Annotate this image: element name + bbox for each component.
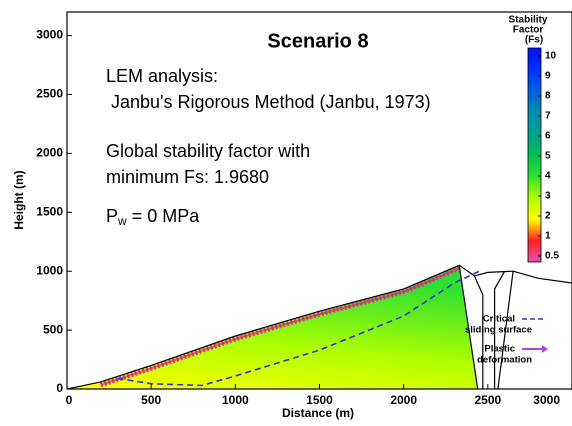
y-tick-label: 0	[56, 381, 63, 395]
y-tick-label: 2000	[36, 146, 63, 160]
x-tick-label: 1500	[306, 393, 333, 407]
colorbar-tick-label: 10	[545, 51, 557, 62]
colorbar-title: Stability	[509, 15, 548, 26]
colorbar-tick-label: 6	[545, 131, 551, 142]
pressure-rest: = 0 MPa	[127, 206, 201, 226]
annotation: LEM analysis:	[106, 66, 218, 86]
plot-area	[67, 264, 572, 389]
colorbar-tick-label: 5	[545, 151, 551, 162]
colorbar	[527, 47, 542, 263]
x-tick-label: 3000	[533, 393, 560, 407]
annotation: Janbu's Rigorous Method (Janbu, 1973)	[106, 92, 431, 112]
terrain-line	[67, 264, 572, 389]
colorbar-tick-label: 3	[545, 191, 551, 202]
y-tick-label: 500	[43, 322, 63, 336]
pressure-label: Pw = 0 MPa	[106, 206, 200, 228]
colorbar-tick-label: 0.5	[545, 251, 559, 262]
chart-title: Scenario 8	[267, 30, 368, 52]
y-tick-label: 1000	[36, 263, 63, 277]
pressure-sub: w	[117, 214, 127, 228]
colorbar-tick-label: 1	[545, 231, 551, 242]
y-tick-label: 3000	[36, 28, 63, 42]
colorbar-tick-label: 9	[545, 71, 551, 82]
x-tick-label: 500	[141, 393, 161, 407]
y-tick-label: 1500	[36, 204, 63, 218]
x-tick-label: 2500	[474, 393, 501, 407]
y-tick-label: 2500	[36, 87, 63, 101]
legend-arrow	[542, 345, 548, 353]
colorbar-title: Factor	[513, 25, 544, 36]
legend-label: deformation	[477, 355, 532, 366]
x-tick-label: 2000	[390, 393, 417, 407]
colorbar-title: (Fs)	[525, 35, 543, 46]
colorbar-tick-label: 8	[545, 91, 551, 102]
legend-label: sliding surface	[465, 325, 532, 336]
x-tick-label: 1000	[222, 393, 249, 407]
x-tick-label: 0	[66, 393, 73, 407]
legend-label: Plastic	[484, 344, 515, 355]
critical-sliding-surface	[117, 270, 480, 387]
x-axis-label: Distance (m)	[282, 406, 354, 420]
annotation: minimum Fs: 1.9680	[106, 167, 269, 187]
colorbar-tick-label: 2	[545, 211, 551, 222]
block-boundaries	[458, 265, 514, 389]
colorbar-tick-label: 4	[545, 171, 551, 182]
y-axis-label: Height (m)	[12, 170, 26, 229]
colorbar-tick-label: 7	[545, 111, 551, 122]
surface-fs-band	[100, 267, 460, 386]
pressure-base: P	[106, 206, 118, 226]
legend-label: Critical	[483, 314, 515, 325]
annotation: Global stability factor with	[106, 141, 310, 161]
